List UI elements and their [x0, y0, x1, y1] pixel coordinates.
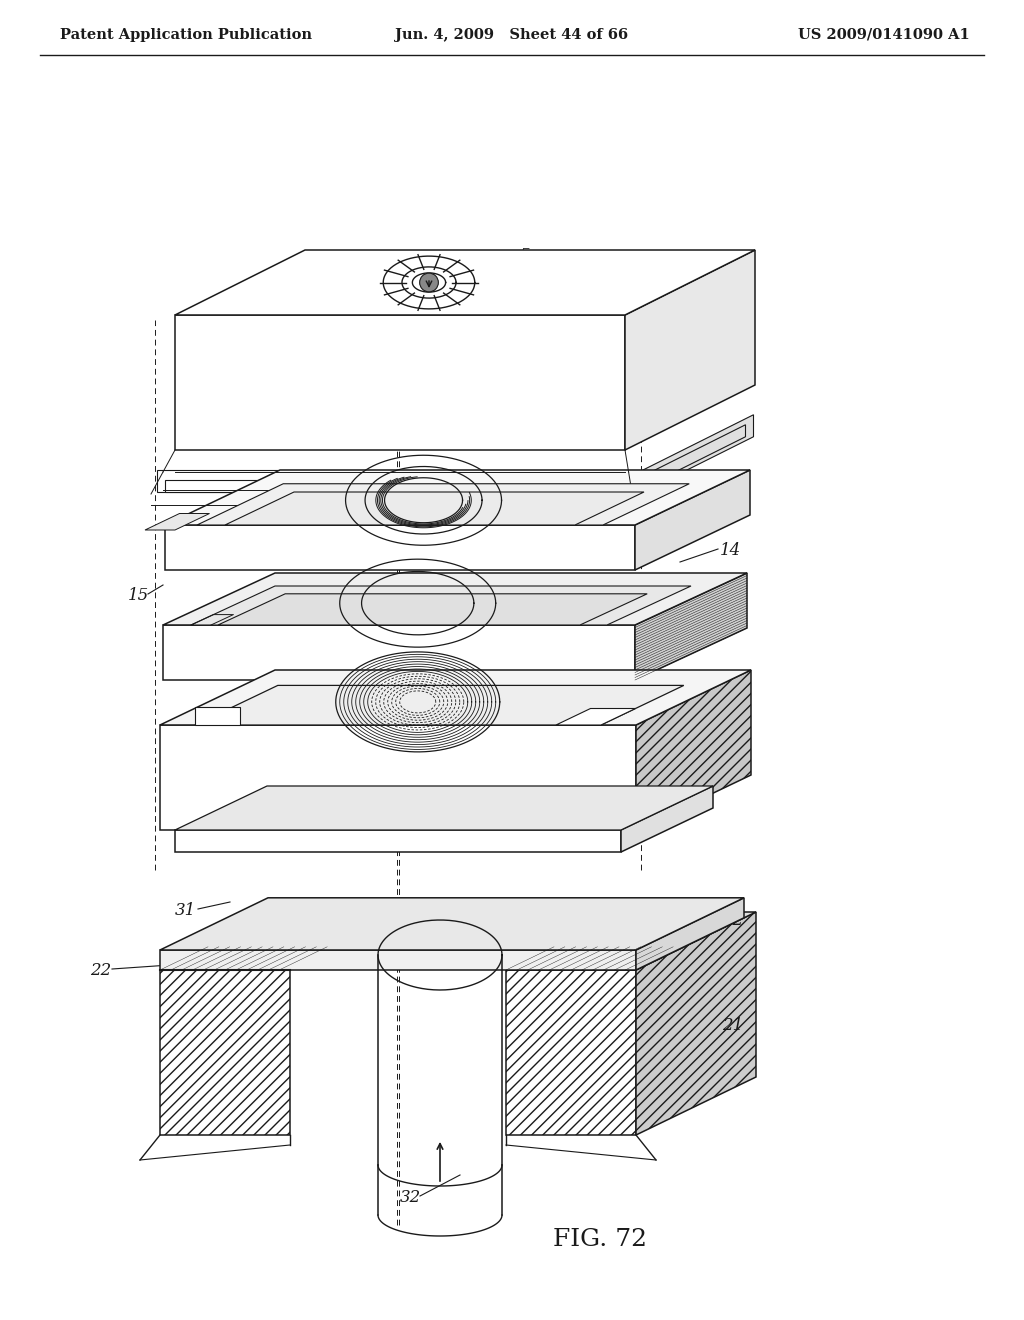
Text: Patent Application Publication: Patent Application Publication — [60, 28, 312, 42]
Polygon shape — [636, 671, 751, 830]
Text: 10: 10 — [420, 627, 441, 644]
Text: 4: 4 — [310, 282, 321, 300]
Polygon shape — [175, 830, 621, 851]
Text: 21: 21 — [722, 1016, 743, 1034]
Polygon shape — [157, 470, 643, 492]
Polygon shape — [175, 785, 713, 830]
Polygon shape — [625, 249, 755, 450]
Text: US 2009/0141090 A1: US 2009/0141090 A1 — [799, 28, 970, 42]
Polygon shape — [160, 970, 290, 1135]
Polygon shape — [160, 950, 636, 970]
Text: 24: 24 — [722, 616, 743, 634]
Polygon shape — [225, 492, 644, 525]
Polygon shape — [160, 725, 636, 830]
Polygon shape — [218, 594, 647, 624]
Text: FIG. 72: FIG. 72 — [553, 1229, 647, 1251]
Polygon shape — [163, 573, 746, 624]
Polygon shape — [165, 470, 750, 525]
Text: Jun. 4, 2009   Sheet 44 of 66: Jun. 4, 2009 Sheet 44 of 66 — [395, 28, 629, 42]
Text: 26: 26 — [722, 708, 743, 723]
Polygon shape — [556, 709, 636, 725]
Polygon shape — [636, 898, 744, 970]
Polygon shape — [160, 912, 410, 970]
Text: 15: 15 — [720, 487, 741, 504]
Polygon shape — [621, 785, 713, 851]
Text: 14: 14 — [720, 543, 741, 558]
Polygon shape — [165, 480, 635, 492]
Text: 2: 2 — [720, 308, 731, 323]
Polygon shape — [506, 912, 756, 970]
Polygon shape — [160, 671, 751, 725]
Polygon shape — [635, 573, 746, 680]
Circle shape — [420, 273, 438, 292]
Text: 5: 5 — [520, 247, 530, 264]
Text: 32: 32 — [400, 1189, 421, 1206]
Polygon shape — [197, 483, 689, 525]
Polygon shape — [175, 249, 755, 315]
Polygon shape — [160, 898, 744, 950]
Text: 15: 15 — [128, 587, 150, 605]
Polygon shape — [195, 685, 684, 725]
Polygon shape — [175, 315, 625, 450]
Polygon shape — [636, 912, 756, 1135]
Polygon shape — [643, 414, 754, 492]
Polygon shape — [191, 586, 691, 624]
Polygon shape — [145, 513, 210, 531]
Text: 23: 23 — [722, 752, 743, 770]
Polygon shape — [506, 970, 636, 1135]
Text: 31: 31 — [175, 902, 197, 919]
Polygon shape — [163, 624, 635, 680]
Polygon shape — [195, 708, 240, 725]
Polygon shape — [635, 425, 745, 492]
Text: 10: 10 — [215, 527, 237, 544]
Text: 22: 22 — [90, 962, 112, 979]
Polygon shape — [635, 470, 750, 570]
Polygon shape — [165, 525, 635, 570]
Text: 22: 22 — [722, 912, 743, 929]
